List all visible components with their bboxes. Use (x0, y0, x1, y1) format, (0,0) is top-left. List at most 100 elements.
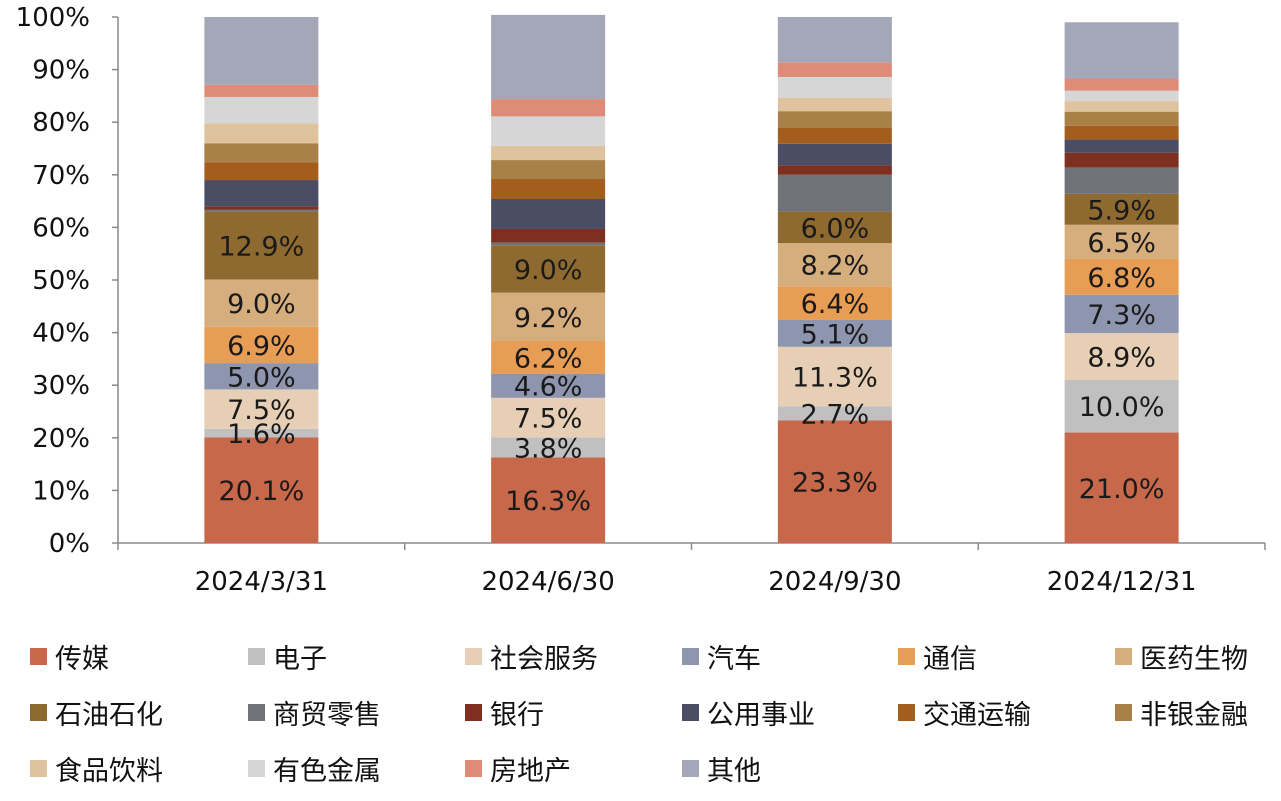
legend-item: 医药生物 (1115, 636, 1248, 676)
legend-swatch (682, 703, 699, 721)
bar-segment (491, 373, 606, 398)
bar-segment (777, 62, 892, 77)
legend-label: 非银金融 (1140, 699, 1248, 731)
bar-segment (777, 98, 892, 112)
bar-segment (204, 428, 319, 438)
bar-segment (491, 397, 606, 438)
legend-label: 社会服务 (490, 643, 598, 675)
legend-swatch (248, 759, 265, 777)
legend-swatch (465, 703, 482, 721)
data-label: 9.0% (227, 289, 296, 320)
bar-segment (491, 198, 606, 229)
x-axis: 2024/3/31 2024/6/30 2024/9/30 2024/12/31 (117, 542, 1266, 597)
legend-swatch (465, 759, 482, 777)
y-tick-label: 70% (32, 161, 90, 191)
x-tick-label: 2024/3/31 (195, 567, 328, 597)
data-label: 4.6% (514, 372, 583, 403)
bar-segment (1064, 111, 1179, 126)
bar-segment (777, 319, 892, 347)
legend-swatch (248, 647, 265, 665)
bar-segment (491, 245, 606, 293)
bar-segment (1064, 258, 1179, 295)
legend-label: 有色金属 (273, 755, 381, 787)
legend-item: 食品饮料 (30, 748, 163, 788)
legend-item: 房地产 (465, 748, 571, 788)
bar-segment (204, 162, 319, 181)
legend-swatch (898, 703, 915, 721)
legend-swatch (898, 647, 915, 665)
data-label: 12.9% (218, 232, 304, 263)
data-label: 7.3% (1087, 300, 1156, 331)
legend-swatch (465, 647, 482, 665)
legend-item: 其他 (682, 748, 761, 788)
bar-segment (204, 206, 319, 210)
legend-item: 商贸零售 (248, 692, 381, 732)
legend-label: 银行 (490, 699, 544, 731)
bar-segment (1064, 152, 1179, 168)
legend-swatch (1115, 647, 1132, 665)
stacked-bar-chart: 0% 10% 20% 30% 40% 50% 60% 70% 80% 90% 100% 2024/3… (16, 3, 1266, 597)
bar-segment (1064, 90, 1179, 102)
bar-segment (204, 143, 319, 163)
y-tick-label: 100% (16, 3, 90, 33)
bar-segment (491, 341, 606, 374)
data-label: 6.0% (801, 213, 870, 244)
legend-label: 医药生物 (1140, 643, 1248, 675)
bar-segment (491, 99, 606, 117)
legend-item: 汽车 (682, 636, 761, 676)
legend-item: 电子 (248, 636, 327, 676)
legend-item: 通信 (898, 636, 977, 676)
legend-item: 公用事业 (682, 692, 815, 732)
bar-segment (491, 457, 606, 543)
bar-segment (204, 437, 319, 543)
bar-segment (491, 14, 606, 100)
bar-segment (1064, 224, 1179, 259)
bar-segment (777, 243, 892, 287)
data-label: 20.1% (218, 476, 304, 507)
data-label: 5.9% (1087, 195, 1156, 226)
legend-item: 石油石化 (30, 692, 163, 732)
bar-segment (491, 160, 606, 180)
legend-label: 其他 (707, 755, 761, 787)
bar-segment (1064, 22, 1179, 79)
y-axis: 0% 10% 20% 30% 40% 50% 60% 70% 80% 90% 100% (16, 3, 119, 559)
y-tick-label: 60% (32, 213, 90, 243)
y-tick-label: 20% (32, 424, 90, 454)
bar-segment (777, 76, 892, 99)
x-tick-label: 2024/9/30 (768, 567, 901, 597)
data-label: 9.2% (514, 303, 583, 334)
bar-segment (491, 292, 606, 342)
bar-segment (1064, 78, 1179, 91)
bar-segment (777, 211, 892, 244)
bar-segment (777, 143, 892, 166)
data-label: 6.4% (801, 289, 870, 320)
data-label: 21.0% (1079, 474, 1165, 505)
bar-segment (1064, 294, 1179, 334)
legend-label: 食品饮料 (55, 755, 163, 787)
legend-item: 交通运输 (898, 692, 1031, 732)
bar-segment (777, 111, 892, 128)
bar-segment (491, 116, 606, 146)
legend-label: 房地产 (490, 755, 571, 787)
legend-item: 有色金属 (248, 748, 381, 788)
data-label: 6.5% (1087, 228, 1156, 259)
y-tick-label: 0% (49, 529, 90, 559)
bar-segment (777, 406, 892, 421)
bar-segment (1064, 139, 1179, 153)
legend-swatch (30, 703, 47, 721)
bar-segment (1064, 432, 1179, 543)
bar-segment (204, 17, 319, 85)
legend-label: 交通运输 (923, 699, 1031, 731)
bar-segment (777, 286, 892, 320)
bar-segment (1064, 193, 1179, 225)
bar-segment (204, 211, 319, 280)
data-label: 6.2% (514, 343, 583, 374)
data-label: 10.0% (1079, 392, 1165, 423)
bar-segment (204, 123, 319, 144)
bar-segment (777, 174, 892, 212)
bar-segment (1064, 379, 1179, 433)
data-label: 7.5% (227, 395, 296, 426)
legend-label: 通信 (923, 643, 977, 675)
bar-segment (491, 242, 606, 246)
legend-label: 传媒 (55, 643, 109, 675)
